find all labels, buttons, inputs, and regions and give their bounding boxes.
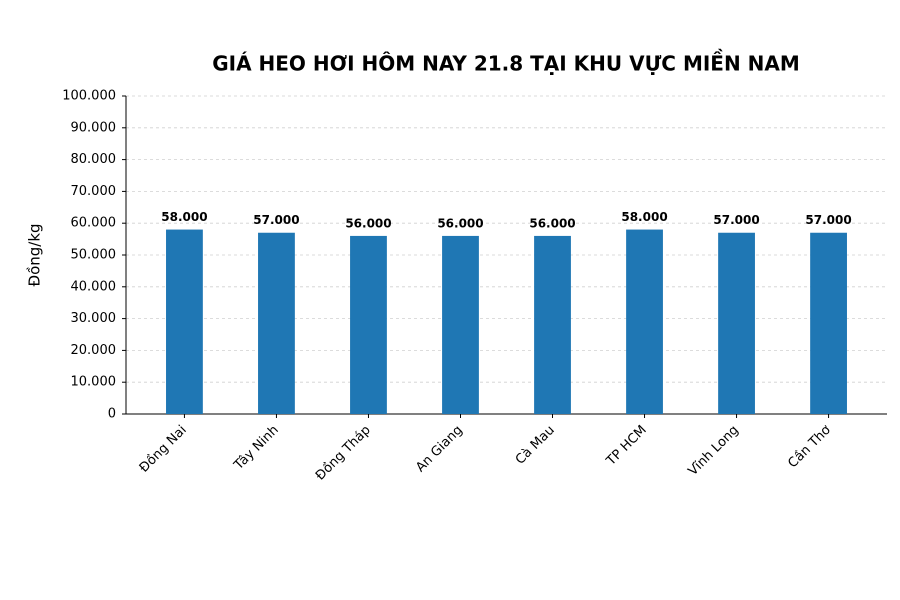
x-tick-label: TP HCM <box>603 423 650 470</box>
y-tick-label: 50.000 <box>71 248 117 263</box>
chart-title: GIÁ HEO HƠI HÔM NAY 21.8 TẠI KHU VỰC MIỀ… <box>212 50 800 76</box>
x-tick-label: Đồng Tháp <box>313 423 374 484</box>
y-tick-label: 100.000 <box>62 89 116 104</box>
value-label: 56.000 <box>437 216 483 230</box>
bar <box>166 229 203 414</box>
bar <box>442 235 479 414</box>
bar <box>810 232 847 414</box>
x-tick-label: Tây Ninh <box>231 423 282 474</box>
bar <box>718 232 755 414</box>
value-label: 56.000 <box>529 216 575 230</box>
value-label: 56.000 <box>345 216 391 230</box>
x-tick-label: Vĩnh Long <box>686 423 742 479</box>
y-tick-label: 60.000 <box>71 216 117 231</box>
y-tick-label: 10.000 <box>71 375 117 390</box>
bar <box>626 229 663 414</box>
value-label: 58.000 <box>161 210 207 224</box>
value-label: 57.000 <box>713 213 759 227</box>
bar <box>350 235 387 414</box>
value-label: 58.000 <box>621 210 667 224</box>
bar <box>534 235 571 414</box>
y-tick-label: 80.000 <box>71 152 117 167</box>
y-tick-label: 20.000 <box>71 343 117 358</box>
x-tick-label: An Giang <box>413 423 466 476</box>
y-tick-label: 0 <box>108 407 116 422</box>
y-tick-label: 90.000 <box>71 120 117 135</box>
x-tick-label: Cần Thơ <box>785 423 834 472</box>
value-label: 57.000 <box>253 213 299 227</box>
bar <box>258 232 295 414</box>
y-axis-label: Đồng/kg <box>26 223 44 286</box>
y-tick-label: 30.000 <box>71 311 117 326</box>
x-tick-label: Đồng Nai <box>137 423 190 476</box>
x-tick-label: Cà Mau <box>513 423 558 468</box>
y-tick-label: 70.000 <box>71 184 117 199</box>
value-label: 57.000 <box>805 213 851 227</box>
y-tick-label: 40.000 <box>71 279 117 294</box>
